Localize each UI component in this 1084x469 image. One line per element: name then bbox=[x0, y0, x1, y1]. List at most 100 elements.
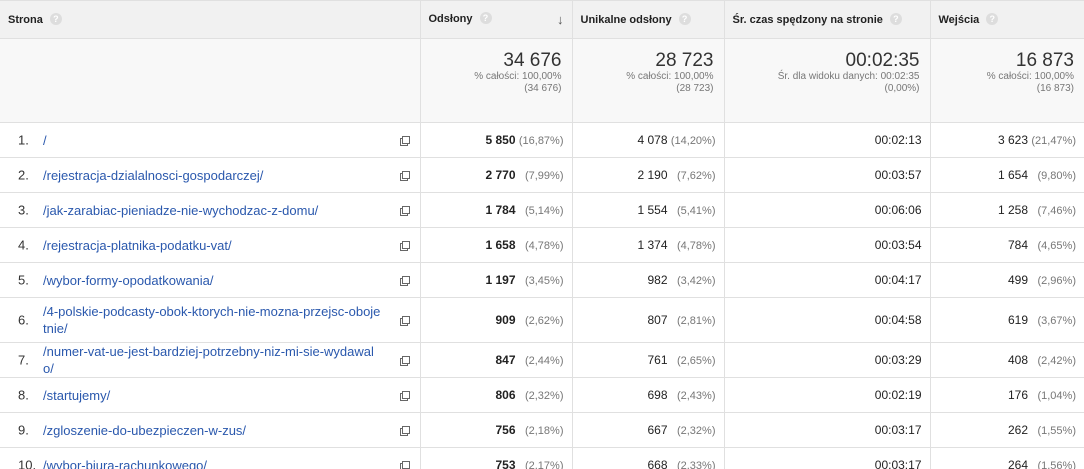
help-icon[interactable]: ? bbox=[678, 13, 691, 25]
metric-value: 753 bbox=[495, 458, 516, 469]
metric-cell: 982 (3,42%) bbox=[571, 262, 725, 298]
metric-percent: (3,42%) bbox=[676, 275, 716, 287]
metric-percent: (1,04%) bbox=[1037, 390, 1076, 402]
page-link[interactable]: /startujemy/ bbox=[43, 387, 111, 403]
metric-value: 3 623 bbox=[997, 133, 1028, 147]
page-cell: 7. /numer-vat-ue-jest-bardziej-potrzebny-… bbox=[0, 342, 421, 378]
metric-value: 668 bbox=[647, 458, 668, 469]
metric-percent: (3,67%) bbox=[1037, 315, 1076, 327]
page-link[interactable]: /wybor-formy-opodatkowania/ bbox=[43, 272, 214, 288]
metric-cell: 761 (2,65%) bbox=[571, 342, 725, 378]
page-link[interactable]: /numer-vat-ue-jest-bardziej-potrzebny-ni… bbox=[43, 344, 374, 376]
metric-value: 698 bbox=[647, 388, 668, 402]
help-icon[interactable]: ? bbox=[889, 13, 902, 25]
total-base: (34 676) bbox=[524, 83, 562, 94]
metric-cell: 3 623 (21,47%) bbox=[929, 122, 1084, 158]
data-row: 5. /wybor-formy-opodatkowania/1 197 (3,45%… bbox=[0, 262, 1084, 298]
metric-cell: 00:02:13 bbox=[723, 122, 931, 158]
metric-percent: (2,81%) bbox=[676, 315, 716, 327]
column-header[interactable]: Strona? bbox=[0, 0, 421, 39]
page-link[interactable]: /zgloszenie-do-ubezpieczen-w-zus/ bbox=[43, 422, 247, 438]
column-header[interactable]: Odsłony? ↓ bbox=[419, 0, 573, 39]
column-title: Strona bbox=[8, 14, 43, 26]
metric-cell: 619 (3,67%) bbox=[929, 297, 1084, 343]
help-icon[interactable]: ? bbox=[49, 13, 62, 25]
metric-value: 5 850 bbox=[485, 133, 516, 147]
metric-percent: (2,33%) bbox=[676, 460, 716, 469]
page-link[interactable]: /wybor-biura-rachunkowego/ bbox=[43, 457, 208, 469]
metric-cell: 5 850 (16,87%) bbox=[419, 122, 573, 158]
open-page-icon[interactable] bbox=[399, 389, 410, 401]
metric-percent: (2,18%) bbox=[524, 425, 564, 437]
open-page-icon[interactable] bbox=[399, 239, 410, 251]
metric-value: 761 bbox=[647, 353, 668, 367]
column-header[interactable]: Wejścia? bbox=[929, 0, 1084, 39]
metric-cell: 909 (2,62%) bbox=[419, 297, 573, 343]
metric-cell: 264 (1,56%) bbox=[929, 447, 1084, 469]
metric-cell: 2 190 (7,62%) bbox=[571, 157, 725, 193]
metric-value: 806 bbox=[495, 388, 516, 402]
metric-cell: 1 374 (4,78%) bbox=[571, 227, 725, 263]
totals-cell: 00:02:35 Śr. dla widoku danych: 00:02:35(… bbox=[723, 38, 931, 123]
open-page-icon[interactable] bbox=[399, 459, 410, 469]
page-link[interactable]: /4-polskie-podcasty-obok-ktorych-nie-moz… bbox=[43, 304, 381, 336]
open-page-icon[interactable] bbox=[399, 274, 410, 286]
page-cell: 4. /rejestracja-platnika-podatku-vat/ bbox=[0, 227, 421, 263]
total-value: 00:02:35 bbox=[845, 50, 920, 71]
metric-value: 909 bbox=[495, 313, 516, 327]
open-page-icon[interactable] bbox=[399, 134, 410, 146]
page-link[interactable]: /rejestracja-dzialalnosci-gospodarczej/ bbox=[43, 167, 264, 183]
total-base: (16 873) bbox=[1036, 83, 1074, 94]
metric-percent: (2,17%) bbox=[524, 460, 564, 469]
data-row: 8. /startujemy/806 (2,32%) 698 (2,43%) 00:02:… bbox=[0, 377, 1084, 413]
metric-value: 00:03:17 bbox=[874, 458, 922, 469]
sort-arrow[interactable]: ↓ bbox=[557, 12, 564, 27]
page-link[interactable]: /rejestracja-platnika-podatku-vat/ bbox=[43, 237, 232, 253]
column-header[interactable]: Śr. czas spędzony na stronie? bbox=[723, 0, 931, 39]
data-row: 4. /rejestracja-platnika-podatku-vat/1 65… bbox=[0, 227, 1084, 263]
metric-cell: 753 (2,17%) bbox=[419, 447, 573, 469]
page-cell: 2. /rejestracja-dzialalnosci-gospodarczej… bbox=[0, 157, 421, 193]
metric-cell: 806 (2,32%) bbox=[419, 377, 573, 413]
metric-cell: 499 (2,96%) bbox=[929, 262, 1084, 298]
metric-percent: (2,43%) bbox=[676, 390, 716, 402]
page-cell: 3. /jak-zarabiac-pieniadze-nie-wychodzac-… bbox=[0, 192, 421, 228]
help-icon[interactable]: ? bbox=[479, 12, 492, 24]
metric-cell: 262 (1,55%) bbox=[929, 412, 1084, 448]
open-page-icon[interactable] bbox=[399, 169, 410, 181]
metric-value: 1 554 bbox=[637, 203, 668, 217]
metric-value: 408 bbox=[1007, 353, 1028, 367]
page-link[interactable]: / bbox=[43, 132, 47, 148]
row-index: 2. bbox=[18, 167, 29, 183]
metric-percent: (2,32%) bbox=[524, 390, 564, 402]
metric-value: 00:03:17 bbox=[874, 423, 922, 437]
totals-cell: 28 723% całości: 100,00% (28 723) bbox=[571, 38, 725, 123]
metric-cell: 667 (2,32%) bbox=[571, 412, 725, 448]
total-note: Śr. dla widoku danych: 00:02:35 bbox=[777, 71, 920, 82]
column-header[interactable]: Unikalne odsłony? bbox=[571, 0, 725, 39]
help-icon[interactable]: ? bbox=[986, 13, 999, 25]
metric-cell: 807 (2,81%) bbox=[571, 297, 725, 343]
metric-cell: 4 078 (14,20%) bbox=[571, 122, 725, 158]
metric-cell: 408 (2,42%) bbox=[929, 342, 1084, 378]
open-page-icon[interactable] bbox=[399, 314, 410, 326]
open-page-icon[interactable] bbox=[399, 354, 410, 366]
metric-value: 756 bbox=[495, 423, 516, 437]
row-index: 1. bbox=[18, 132, 29, 148]
total-value: 34 676 bbox=[503, 50, 562, 71]
row-index: 4. bbox=[18, 237, 29, 253]
metric-value: 619 bbox=[1007, 313, 1028, 327]
page-link[interactable]: /jak-zarabiac-pieniadze-nie-wychodzac-z-… bbox=[43, 202, 319, 218]
metric-percent: (7,46%) bbox=[1037, 205, 1076, 217]
metric-value: 2 770 bbox=[485, 168, 516, 182]
column-title: Śr. czas spędzony na stronie bbox=[732, 14, 883, 26]
data-row: 9. /zgloszenie-do-ubezpieczen-w-zus/756 (2… bbox=[0, 412, 1084, 448]
open-page-icon[interactable] bbox=[399, 424, 410, 436]
metric-cell: 00:03:29 bbox=[723, 342, 931, 378]
row-index: 5. bbox=[18, 272, 29, 288]
total-note: % całości: 100,00% bbox=[474, 71, 562, 82]
open-page-icon[interactable] bbox=[399, 204, 410, 216]
metric-cell: 176 (1,04%) bbox=[929, 377, 1084, 413]
